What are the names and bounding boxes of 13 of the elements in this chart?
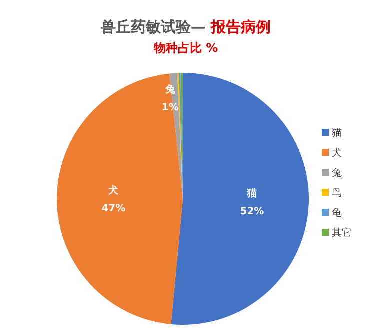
legend-label: 鸟 bbox=[332, 187, 342, 199]
legend-label: 猫 bbox=[332, 128, 342, 139]
slice-label: 猫 bbox=[246, 187, 258, 200]
data-label: 52% bbox=[240, 206, 264, 218]
legend-label: 龟 bbox=[332, 207, 342, 219]
legend-label: 犬 bbox=[332, 147, 342, 159]
data-label: 47% bbox=[102, 203, 126, 214]
legend-label: 兔 bbox=[332, 167, 342, 179]
slice-label: 犬 bbox=[108, 184, 120, 196]
chart-subtitle: 物种占比 % bbox=[152, 41, 218, 55]
chart-title: 兽丘药敏试验— 报告病例 bbox=[100, 18, 272, 36]
legend-label: 其它 bbox=[332, 227, 352, 239]
pie-slice bbox=[57, 74, 183, 324]
